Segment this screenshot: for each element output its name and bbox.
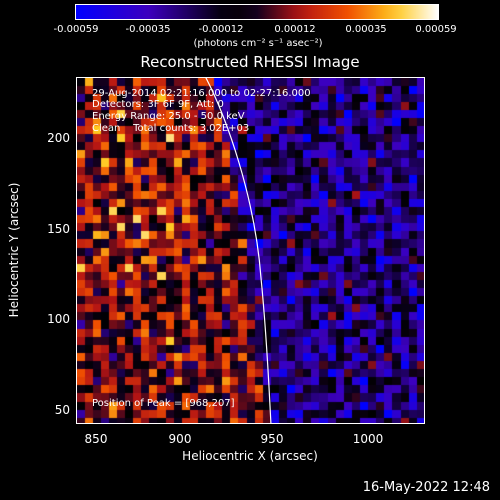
image-pixels xyxy=(77,78,424,423)
rhessi-image-plot xyxy=(76,77,425,424)
x-axis-label: Heliocentric X (arcsec) xyxy=(182,449,318,463)
info-time-range: 29-Aug-2014 02:21:16.000 to 02:27:16.000 xyxy=(92,88,311,99)
colorbar-tick: -0.00035 xyxy=(125,24,171,35)
x-tick-label: 900 xyxy=(168,432,192,446)
limb-overlay xyxy=(205,78,272,423)
x-tick-label: 1000 xyxy=(352,432,384,446)
colorbar-tick: -0.00012 xyxy=(198,24,244,35)
colorbar-tick: -0.00059 xyxy=(53,24,99,35)
colorbar-tick: 0.00035 xyxy=(345,24,387,35)
colorbar-tick: 0.00012 xyxy=(274,24,316,35)
y-tick-label: 50 xyxy=(54,403,70,417)
colorbar-units: (photons cm⁻² s⁻¹ asec⁻²) xyxy=(193,38,323,49)
solar-limb-line xyxy=(205,78,272,423)
info-energy-range: Energy Range: 25.0 - 50.0 keV xyxy=(92,111,245,122)
timestamp: 16-May-2022 12:48 xyxy=(362,480,490,495)
colorbar-tick: 0.00059 xyxy=(415,24,457,35)
image-title: Reconstructed RHESSI Image xyxy=(140,53,360,71)
info-clean-counts: Clean Total counts: 3.02E+03 xyxy=(92,123,250,134)
info-detectors: Detectors: 3F 6F 9F, Att: 0 xyxy=(92,99,224,110)
y-axis-label: Heliocentric Y (arcsec) xyxy=(7,182,21,318)
colorbar xyxy=(75,4,439,20)
info-peak-position: Position of Peak = [968,207] xyxy=(92,398,235,409)
y-tick-label: 150 xyxy=(47,222,70,236)
y-tick-label: 100 xyxy=(47,312,70,326)
x-tick-label: 850 xyxy=(84,432,108,446)
x-tick-label: 950 xyxy=(260,432,284,446)
y-tick-label: 200 xyxy=(47,131,70,145)
